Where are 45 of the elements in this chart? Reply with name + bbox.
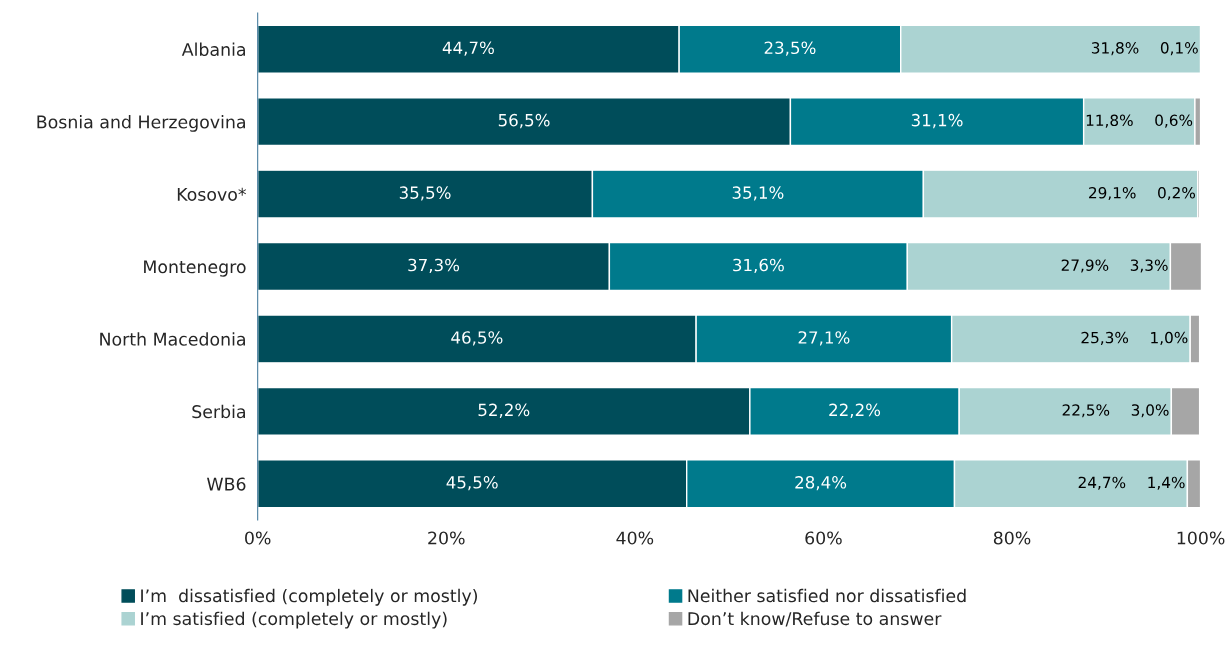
y-tick-label: North Macedonia [100, 332, 245, 346]
x-tick-label: 60% [805, 531, 842, 545]
data-label: 0,6% [1155, 114, 1193, 128]
data-label: 29,1% [1089, 186, 1136, 201]
data-label: 52,2% [478, 403, 530, 418]
legend-label: Neither satisfied nor dissatisfied [688, 588, 966, 603]
legend-label: Don’t know/Refuse to answer [688, 611, 942, 627]
data-label: 22,2% [829, 403, 881, 418]
y-tick-label: WB6 [207, 477, 246, 491]
data-label: 44,7% [442, 41, 494, 56]
data-label: 45,5% [446, 476, 498, 491]
data-label: 23,5% [764, 41, 816, 56]
x-tick-label: 20% [428, 531, 465, 545]
data-label: 27,1% [798, 331, 850, 346]
data-label: 1,0% [1151, 331, 1188, 345]
data-label: 31,6% [733, 258, 784, 274]
y-tick-label: Albania [181, 42, 245, 57]
data-label: 27,9% [1061, 259, 1109, 273]
data-label: 31,8% [1091, 42, 1139, 56]
legend-label: I’m satisfied (completely or mostly) [141, 611, 447, 629]
y-tick-label: Serbia [192, 404, 245, 419]
y-tick-label: Bosnia and Herzegovina [37, 115, 245, 132]
legend-label: I’m dissatisfied (completely or mostly) [141, 588, 478, 606]
x-tick-label: 80% [993, 531, 1031, 545]
y-tick-label: Montenegro [144, 260, 246, 277]
data-label: 24,7% [1078, 476, 1126, 490]
data-label: 22,5% [1062, 404, 1110, 418]
x-tick-label: 0% [245, 531, 271, 545]
x-tick-label: 40% [616, 531, 654, 545]
data-label: 46,5% [451, 331, 503, 346]
data-label: 0,1% [1160, 42, 1198, 56]
data-label: 35,1% [732, 186, 784, 201]
data-label: 1,4% [1148, 476, 1185, 490]
data-label: 35,5% [399, 186, 451, 201]
data-label: 25,3% [1081, 331, 1129, 345]
data-label: 3,3% [1130, 259, 1168, 273]
data-label: 3,0% [1131, 404, 1169, 418]
data-label: 37,3% [408, 258, 460, 274]
y-tick-label: Kosovo* [177, 187, 247, 201]
data-label: 11,8% [1086, 114, 1133, 128]
data-label: 28,4% [795, 476, 847, 491]
data-label: 31,1% [911, 113, 963, 129]
data-label: 56,5% [498, 113, 550, 129]
x-tick-label: 100% [1177, 531, 1225, 545]
data-label: 0,2% [1158, 186, 1196, 201]
